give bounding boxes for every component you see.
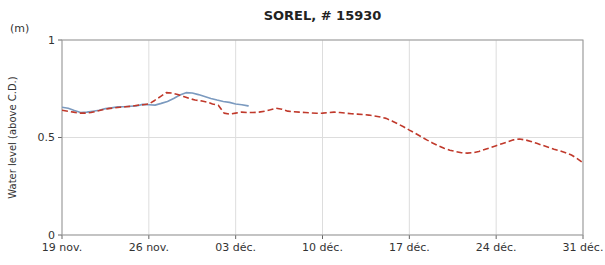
y-tick — [58, 40, 62, 41]
x-grid-line — [235, 40, 236, 235]
x-tick-label: 24 déc. — [476, 241, 517, 254]
y-tick — [58, 235, 62, 236]
y-tick — [58, 137, 62, 138]
x-tick — [235, 235, 236, 239]
series-line — [62, 93, 248, 113]
chart: 0 0.5 1 19 nov. 26 nov. 03 déc. 10 déc. 17 déc.… — [0, 0, 605, 265]
series-line — [62, 93, 583, 163]
x-tick — [583, 235, 584, 239]
y-tick-label: 0.5 — [38, 131, 56, 144]
x-tick-label: 10 déc. — [302, 241, 343, 254]
plot-area — [62, 93, 583, 163]
x-grid-line — [322, 40, 323, 235]
x-tick-label: 26 nov. — [129, 241, 169, 254]
grid — [62, 40, 583, 235]
x-grid-line — [148, 40, 149, 235]
x-tick — [322, 235, 323, 239]
y-axis-label: Water level (above C.D.) — [7, 76, 18, 198]
title: SOREL, # 15930 — [264, 8, 382, 23]
y-tick-label: 0 — [48, 229, 55, 242]
y-tick-label: 1 — [48, 34, 55, 47]
plot-frame — [62, 40, 583, 235]
x-tick-label: 17 déc. — [389, 241, 430, 254]
x-tick-label: 19 nov. — [42, 241, 82, 254]
axes: 0 0.5 1 19 nov. 26 nov. 03 déc. 10 déc. 17 déc.… — [38, 34, 604, 255]
units-annotation: (m) — [10, 22, 29, 35]
x-tick-label: 03 déc. — [215, 241, 256, 254]
x-grid-line — [496, 40, 497, 235]
x-tick — [496, 235, 497, 239]
x-tick — [62, 235, 63, 239]
x-tick — [148, 235, 149, 239]
x-tick-label: 31 déc. — [563, 241, 604, 254]
x-tick — [409, 235, 410, 239]
x-grid-line — [409, 40, 410, 235]
